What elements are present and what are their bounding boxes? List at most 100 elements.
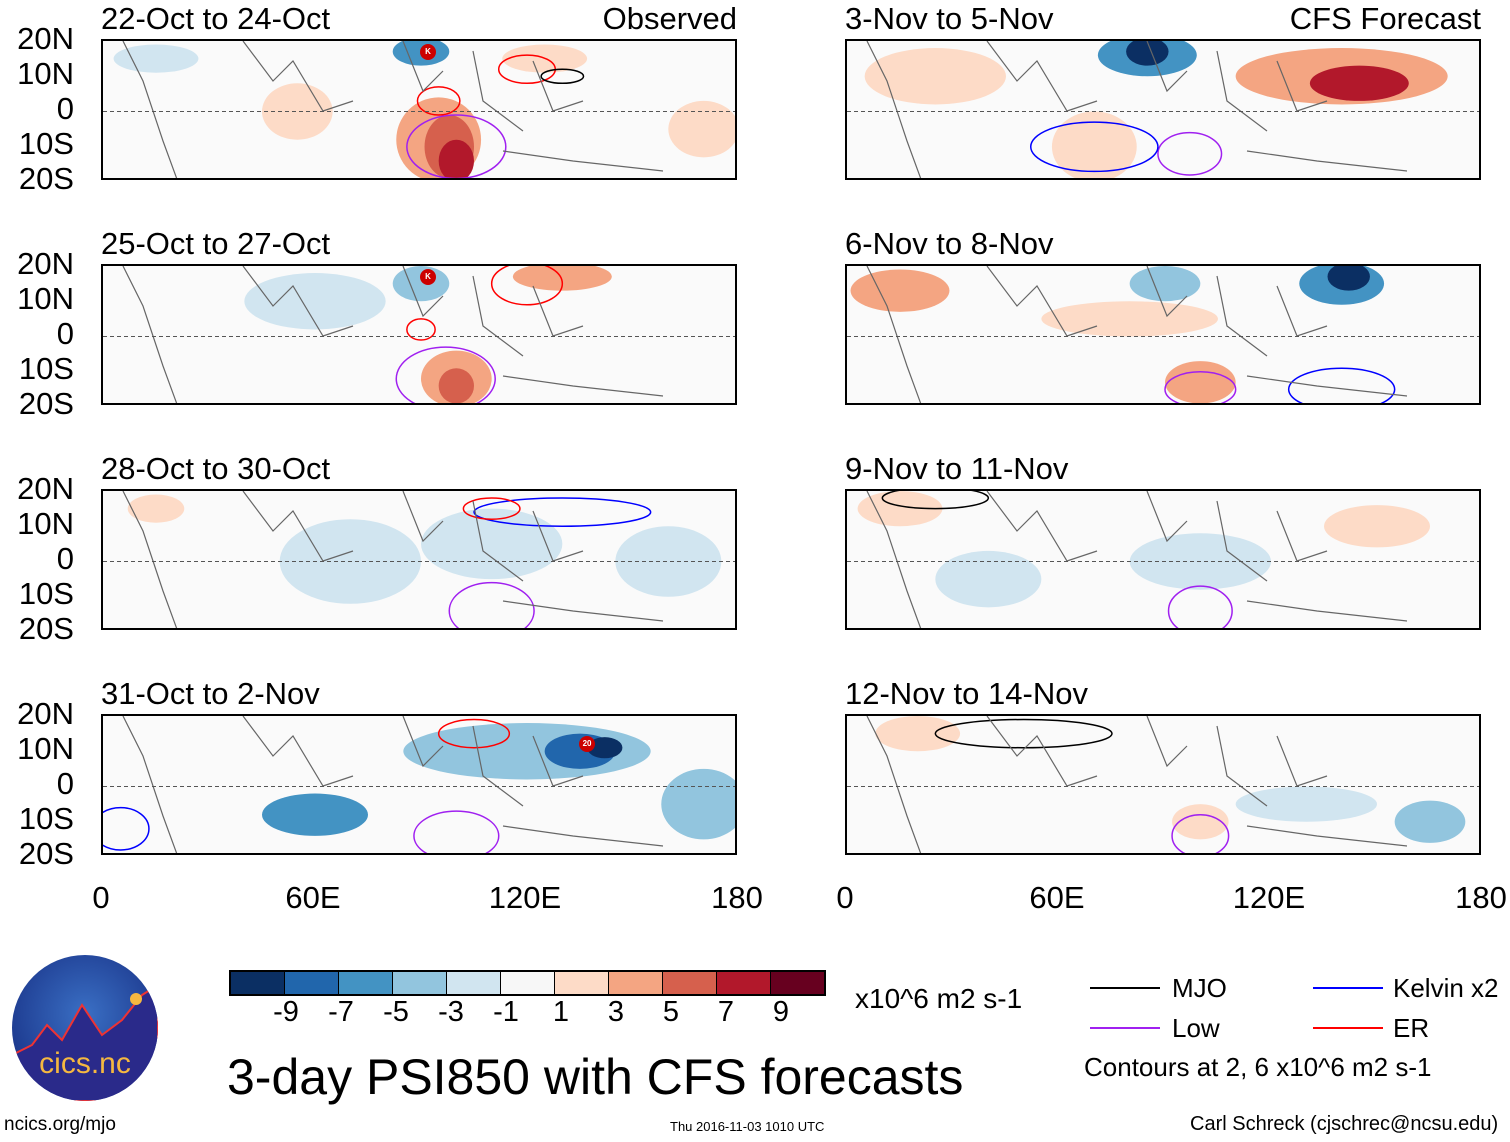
colorbar-label: 7 xyxy=(717,996,735,1028)
lat-label: 10S xyxy=(18,126,74,161)
lat-label: 20N xyxy=(17,471,74,506)
map-panel: K xyxy=(101,39,737,180)
lon-label: 180 xyxy=(1455,880,1507,915)
anomaly-shading xyxy=(864,48,1006,105)
colorbar-label: -9 xyxy=(273,996,299,1028)
lat-label: 10N xyxy=(17,506,74,541)
lat-label: 20S xyxy=(18,836,74,871)
wave-contour xyxy=(1029,121,1159,173)
panel-title: 28-Oct to 30-Oct xyxy=(101,451,331,486)
lon-label: 0 xyxy=(836,880,854,915)
anomaly-shading xyxy=(668,100,735,158)
wave-contour xyxy=(462,497,521,520)
colorbar-swatch xyxy=(393,972,447,994)
colorbar-label: 3 xyxy=(607,996,625,1028)
map-panel: K xyxy=(101,264,737,405)
panel-title: 31-Oct to 2-Nov xyxy=(101,676,320,711)
anomaly-shading xyxy=(1327,266,1370,291)
lon-label: 60E xyxy=(1029,880,1085,915)
lon-label: 0 xyxy=(92,880,110,915)
anomaly-shading xyxy=(1324,505,1430,548)
wave-contour xyxy=(881,491,990,510)
colorbar-swatch xyxy=(663,972,717,994)
anomaly-shading xyxy=(1165,361,1236,403)
cyclone-marker: K xyxy=(420,268,437,285)
anomaly-shading xyxy=(1051,111,1137,178)
lat-label: 20N xyxy=(17,696,74,731)
wave-contour xyxy=(473,497,652,527)
wave-contour xyxy=(490,266,564,306)
credit: Carl Schreck (cjschrec@ncsu.edu) xyxy=(1190,1113,1499,1135)
wave-contour xyxy=(406,318,436,341)
lon-label: 120E xyxy=(1232,880,1306,915)
colorbar-swatch xyxy=(717,972,771,994)
lat-label: 10S xyxy=(18,576,74,611)
colorbar-swatch xyxy=(771,972,824,994)
lat-label: 10S xyxy=(18,351,74,386)
wave-contour xyxy=(416,86,461,116)
panel-tag: CFS Forecast xyxy=(1289,1,1481,36)
anomaly-shading xyxy=(1041,301,1218,337)
panel-title: 12-Nov to 14-Nov xyxy=(845,676,1088,711)
wave-contour xyxy=(1287,367,1396,403)
colorbar-label: -7 xyxy=(328,996,354,1028)
lat-label: 0 xyxy=(56,316,74,351)
wave-contour xyxy=(437,718,511,749)
wave-contour xyxy=(540,68,585,85)
timestamp: Thu 2016-11-03 1010 UTC xyxy=(670,1119,825,1134)
lat-label: 20N xyxy=(17,21,74,56)
anomaly-shading xyxy=(587,737,623,759)
colorbar-label: 5 xyxy=(662,996,680,1028)
lon-label: 180 xyxy=(711,880,763,915)
lon-label: 60E xyxy=(285,880,341,915)
wave-contour xyxy=(406,114,507,178)
logo-text: cics.nc xyxy=(39,1047,131,1080)
site-url[interactable]: ncics.org/mjo xyxy=(4,1114,116,1135)
cics-logo: cics.nc xyxy=(12,955,158,1101)
figure-title: 3-day PSI850 with CFS forecasts xyxy=(227,1049,964,1105)
panel-title: 25-Oct to 27-Oct xyxy=(101,226,331,261)
anomaly-shading xyxy=(1394,800,1466,843)
colorbar-swatch xyxy=(231,972,285,994)
anomaly-shading xyxy=(661,768,735,840)
anomaly-shading xyxy=(1126,41,1169,66)
anomaly-shading xyxy=(1235,786,1377,822)
colorbar xyxy=(229,970,826,996)
colorbar-swatch xyxy=(609,972,663,994)
cyclone-marker: 20 xyxy=(579,736,596,753)
colorbar-swatch xyxy=(447,972,501,994)
anomaly-shading xyxy=(935,550,1042,608)
panel-title: 3-Nov to 5-Nov xyxy=(845,1,1054,36)
anomaly-shading xyxy=(438,368,474,403)
anomaly-shading xyxy=(1129,266,1201,302)
lon-label: 120E xyxy=(488,880,562,915)
wave-contour xyxy=(413,810,500,853)
panel-title: 22-Oct to 24-Oct xyxy=(101,1,331,36)
anomaly-shading xyxy=(262,793,368,836)
anomaly-shading xyxy=(244,273,386,330)
wave-contour xyxy=(1171,813,1230,853)
map-panel xyxy=(845,39,1481,180)
contour-note: Contours at 2, 6 x10^6 m2 s-1 xyxy=(1084,1052,1432,1082)
map-panel xyxy=(845,714,1481,855)
lat-label: 10N xyxy=(17,731,74,766)
cyclone-marker: K xyxy=(420,43,437,60)
colorbar-swatch xyxy=(285,972,339,994)
wave-contour xyxy=(395,346,496,403)
lat-label: 20S xyxy=(18,386,74,421)
anomaly-shading xyxy=(615,526,722,597)
wave-contour xyxy=(1157,131,1223,176)
wave-contour xyxy=(1164,371,1237,403)
map-panel xyxy=(845,489,1481,630)
logo-mountains xyxy=(12,983,158,1101)
panel-tag: Observed xyxy=(602,1,737,36)
colorbar-units: x10^6 m2 s-1 xyxy=(855,983,1023,1014)
anomaly-shading xyxy=(850,269,950,312)
lat-label: 20S xyxy=(18,611,74,646)
anomaly-shading xyxy=(438,139,474,178)
panel-title: 6-Nov to 8-Nov xyxy=(845,226,1054,261)
wave-contour xyxy=(103,806,150,851)
lat-label: 0 xyxy=(56,91,74,126)
lat-label: 20N xyxy=(17,246,74,281)
colorbar-label: 9 xyxy=(772,996,790,1028)
